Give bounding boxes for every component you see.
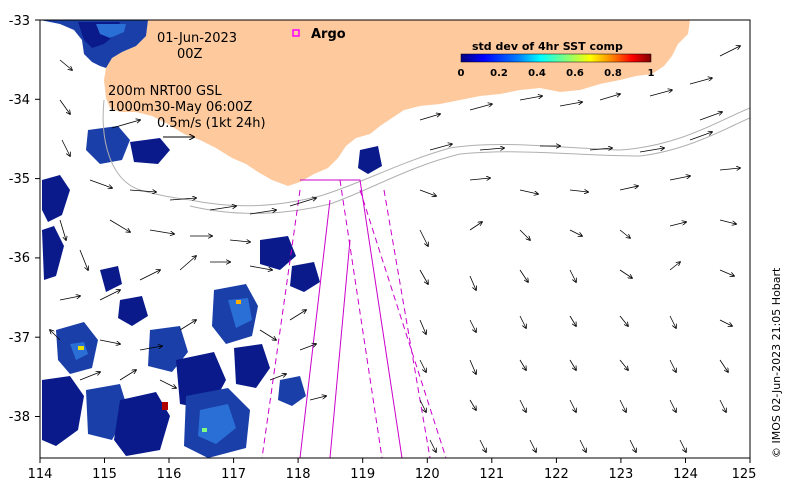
argo-legend-label: Argo: [311, 27, 346, 42]
x-tick-label: 121: [479, 467, 504, 482]
x-tick-label: 125: [732, 467, 757, 482]
x-tick-label: 118: [286, 467, 311, 482]
x-tick-label: 114: [28, 467, 53, 482]
y-tick-label: -36: [9, 251, 30, 266]
colorbar-tick: 0: [458, 68, 465, 79]
imos-credit: © IMOS 02-Jun-2023 21:05 Hobart: [770, 267, 783, 458]
x-tick-label: 117: [221, 467, 246, 482]
map-hour: 00Z: [177, 47, 203, 62]
current-vectors: [50, 46, 740, 452]
y-tick-label: -34: [9, 93, 30, 108]
map-date: 01-Jun-2023: [157, 31, 237, 46]
y-tick-label: -33: [9, 14, 30, 29]
plot-frame: [39, 19, 751, 459]
colorbar: [460, 53, 652, 63]
colorbar-tick: 0.4: [528, 68, 546, 79]
colorbar-tick: 1: [648, 68, 655, 79]
argo-tracks: [261, 179, 447, 458]
x-tick-label: 123: [608, 467, 633, 482]
depth-contours: [102, 99, 750, 214]
x-tick-label: 124: [673, 467, 698, 482]
x-tick-label: 119: [350, 467, 375, 482]
sst-patches: [40, 20, 382, 458]
x-tick-label: 115: [92, 467, 117, 482]
argo-marker-icon: [292, 29, 300, 37]
colorbar-tick: 0.6: [566, 68, 584, 79]
colorbar-tick-labels: 0 0.2 0.4 0.6 0.8 1: [458, 68, 655, 79]
colorbar-title: std dev of 4hr SST comp: [472, 40, 623, 53]
x-tick-label: 116: [157, 467, 182, 482]
axis-tick-marks: [35, 19, 751, 463]
y-tick-label: -37: [9, 331, 30, 346]
y-axis-labels: -33 -34 -35 -36 -37 -38: [9, 14, 30, 425]
x-tick-label: 120: [415, 467, 440, 482]
x-tick-label: 122: [544, 467, 569, 482]
y-tick-label: -38: [9, 410, 30, 425]
x-axis-labels: 114 115 116 117 118 119 120 121 122 123 …: [28, 467, 757, 482]
vector-scale-label: 0.5m/s (1kt 24h): [157, 116, 266, 131]
y-tick-label: -35: [9, 172, 30, 187]
contour-legend-line-2: 1000m30-May 06:00Z: [108, 100, 252, 115]
colorbar-tick: 0.8: [604, 68, 622, 79]
colorbar-tick: 0.2: [490, 68, 508, 79]
contour-legend-line-1: 200m NRT00 GSL: [108, 84, 222, 99]
